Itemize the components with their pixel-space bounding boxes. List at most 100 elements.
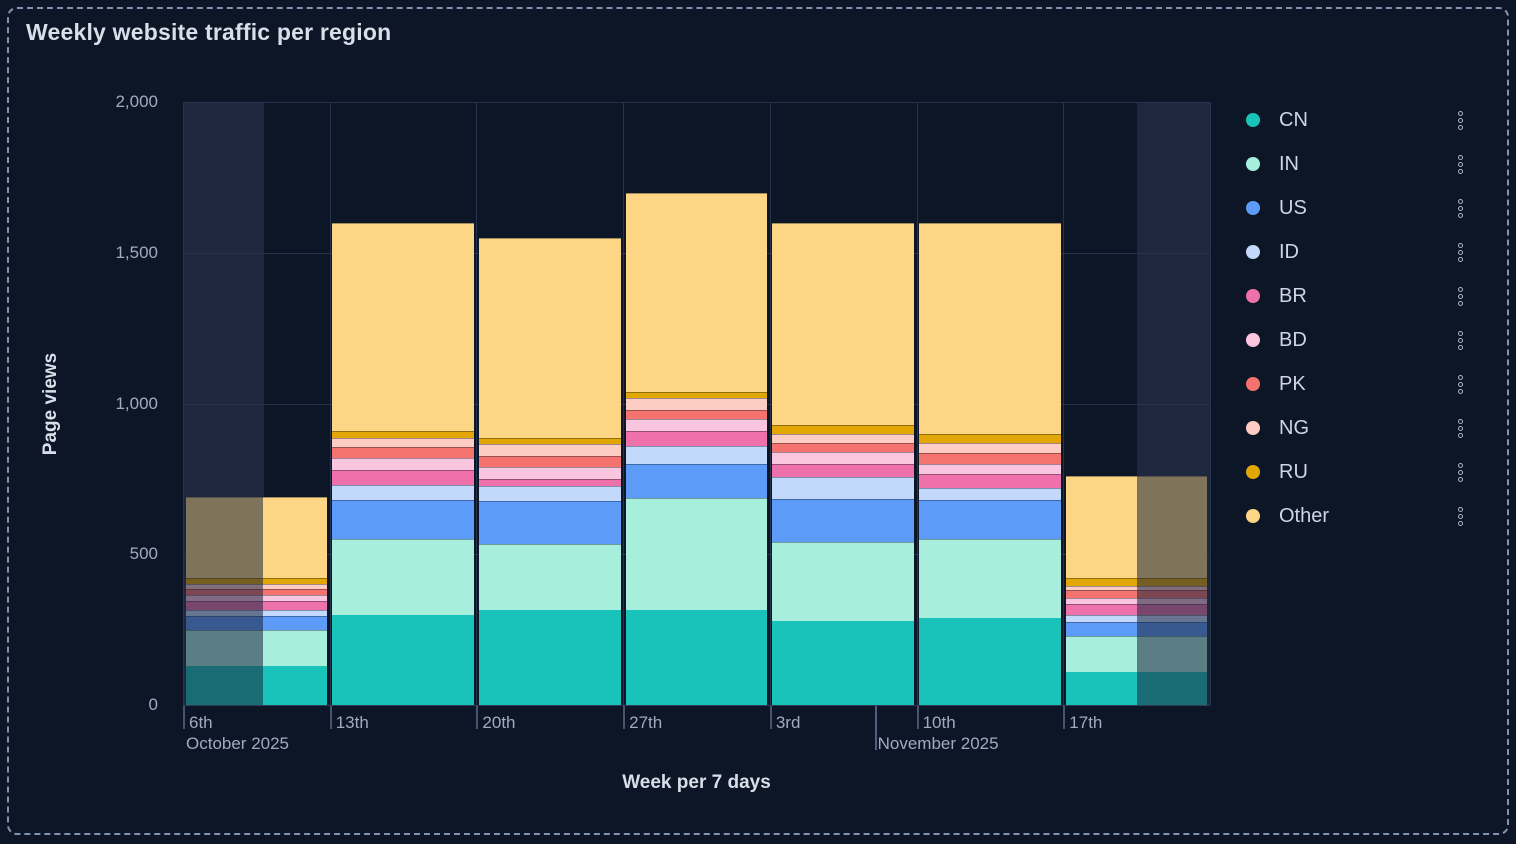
bar-segment-ru[interactable] [772, 424, 915, 434]
bar-segment-pk[interactable] [625, 409, 768, 419]
bar-segment-cn[interactable] [772, 620, 915, 705]
legend-item-ng[interactable]: NG [1241, 406, 1469, 450]
bar-segment-ru[interactable] [478, 438, 621, 445]
bar-segment-ng[interactable] [478, 444, 621, 457]
bar-segment-pk[interactable] [332, 447, 474, 458]
bar-segment-bd[interactable] [772, 451, 915, 464]
bar-segment-us[interactable] [332, 500, 474, 540]
kebab-menu-icon[interactable] [1458, 154, 1463, 174]
kebab-dot [1458, 506, 1463, 512]
bar-segment-in[interactable] [625, 498, 768, 611]
bar-segment-br[interactable] [1065, 604, 1208, 615]
legend-swatch [1246, 421, 1260, 435]
bar-segment-other[interactable] [919, 222, 1061, 434]
bar-segment-us[interactable] [478, 501, 621, 544]
y-tick-label: 1,000 [115, 393, 158, 413]
kebab-dot [1458, 374, 1463, 380]
bar-segment-pk[interactable] [919, 453, 1061, 464]
kebab-menu-icon[interactable] [1458, 110, 1463, 130]
bar-segment-cn[interactable] [478, 610, 621, 705]
bar-segment-ng[interactable] [332, 438, 474, 448]
bar-segment-ng[interactable] [772, 433, 915, 443]
kebab-menu-icon[interactable] [1458, 286, 1463, 306]
legend-swatch [1246, 333, 1260, 347]
bar-segment-bd[interactable] [478, 466, 621, 479]
legend-item-label: RU [1279, 460, 1308, 483]
bar-segment-ru[interactable] [1065, 578, 1208, 586]
legend-item-br[interactable]: BR [1241, 274, 1469, 318]
bar-segment-cn[interactable] [332, 614, 474, 705]
bar-segment-ru[interactable] [332, 430, 474, 439]
y-tick-label: 0 [148, 695, 158, 714]
bar-3rd[interactable] [772, 222, 915, 705]
kebab-menu-icon[interactable] [1458, 198, 1463, 218]
legend-swatch [1246, 465, 1260, 479]
x-month-label: October 2025 [186, 734, 290, 753]
legend-item-bd[interactable]: BD [1241, 318, 1469, 362]
kebab-menu-icon[interactable] [1458, 374, 1463, 394]
x-tick-label: 6th [189, 713, 213, 732]
x-tick [1063, 706, 1066, 729]
bar-segment-bd[interactable] [1065, 598, 1208, 605]
bar-17th[interactable] [1065, 475, 1208, 705]
bar-segment-ng[interactable] [625, 397, 768, 410]
legend-swatch [1246, 113, 1260, 127]
bar-segment-other[interactable] [772, 222, 915, 425]
bar-segment-cn[interactable] [919, 617, 1061, 705]
bar-segment-id[interactable] [1065, 614, 1208, 623]
legend-item-other[interactable]: Other [1241, 494, 1469, 538]
kebab-dot [1458, 300, 1463, 306]
kebab-menu-icon[interactable] [1458, 462, 1463, 482]
legend-item-in[interactable]: IN [1241, 142, 1469, 186]
kebab-dot [1458, 256, 1463, 262]
bar-segment-id[interactable] [772, 477, 915, 499]
bar-segment-br[interactable] [625, 430, 768, 446]
bar-segment-ng[interactable] [919, 442, 1061, 454]
bar-10th[interactable] [919, 222, 1061, 705]
kebab-menu-icon[interactable] [1458, 242, 1463, 262]
bar-segment-us[interactable] [625, 463, 768, 499]
bar-segment-br[interactable] [478, 478, 621, 487]
bar-segment-bd[interactable] [332, 457, 474, 470]
bar-segment-bd[interactable] [919, 463, 1061, 475]
kebab-menu-icon[interactable] [1458, 330, 1463, 350]
bar-segment-id[interactable] [919, 487, 1061, 500]
bar-segment-br[interactable] [772, 463, 915, 478]
bar-segment-in[interactable] [772, 542, 915, 621]
bar-segment-in[interactable] [332, 539, 474, 615]
bar-segment-cn[interactable] [625, 610, 768, 705]
bar-segment-id[interactable] [478, 486, 621, 502]
bar-segment-in[interactable] [919, 539, 1061, 618]
bar-6th[interactable] [185, 496, 328, 705]
bar-segment-us[interactable] [772, 498, 915, 543]
bar-27th[interactable] [625, 192, 768, 705]
legend-item-pk[interactable]: PK [1241, 362, 1469, 406]
bar-segment-in[interactable] [478, 543, 621, 611]
bar-segment-ng[interactable] [1065, 585, 1208, 591]
legend-swatch [1246, 377, 1260, 391]
kebab-menu-icon[interactable] [1458, 506, 1463, 526]
legend-item-label: ID [1279, 240, 1299, 263]
bar-segment-id[interactable] [332, 484, 474, 500]
bar-segment-ru[interactable] [919, 433, 1061, 443]
bar-segment-other[interactable] [332, 222, 474, 431]
bar-segment-ru[interactable] [625, 391, 768, 398]
legend-item-cn[interactable]: CN [1241, 98, 1469, 142]
kebab-menu-icon[interactable] [1458, 418, 1463, 438]
bar-20th[interactable] [478, 237, 621, 705]
legend-item-label: US [1279, 196, 1307, 219]
bar-segment-pk[interactable] [772, 442, 915, 452]
bar-segment-us[interactable] [919, 500, 1061, 540]
legend-item-us[interactable]: US [1241, 186, 1469, 230]
bar-segment-br[interactable] [919, 474, 1061, 488]
legend-item-ru[interactable]: RU [1241, 450, 1469, 494]
bar-segment-other[interactable] [625, 192, 768, 392]
bar-13th[interactable] [332, 222, 474, 705]
bar-segment-bd[interactable] [625, 418, 768, 431]
bar-segment-br[interactable] [332, 469, 474, 485]
bar-segment-pk[interactable] [1065, 590, 1208, 598]
bar-segment-id[interactable] [625, 445, 768, 464]
bar-segment-pk[interactable] [478, 456, 621, 467]
legend-item-id[interactable]: ID [1241, 230, 1469, 274]
bar-segment-other[interactable] [478, 237, 621, 439]
